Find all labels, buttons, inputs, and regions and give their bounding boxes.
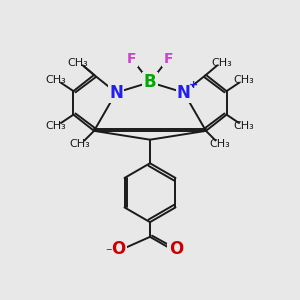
Text: CH₃: CH₃ [68,58,88,68]
Text: +: + [189,80,198,90]
Text: F: F [127,52,136,66]
Text: O: O [169,240,183,258]
Text: O: O [111,240,125,258]
Text: CH₃: CH₃ [45,121,66,131]
Text: CH₃: CH₃ [234,75,255,85]
Text: CH₃: CH₃ [45,75,66,85]
Text: CH₃: CH₃ [210,140,230,149]
Text: N: N [109,84,123,102]
Text: CH₃: CH₃ [234,121,255,131]
Text: CH₃: CH₃ [70,140,90,149]
Text: ⁻: ⁻ [105,247,112,260]
Text: CH₃: CH₃ [212,58,232,68]
Text: F: F [164,52,173,66]
Text: B: B [144,73,156,91]
Text: N: N [177,84,191,102]
